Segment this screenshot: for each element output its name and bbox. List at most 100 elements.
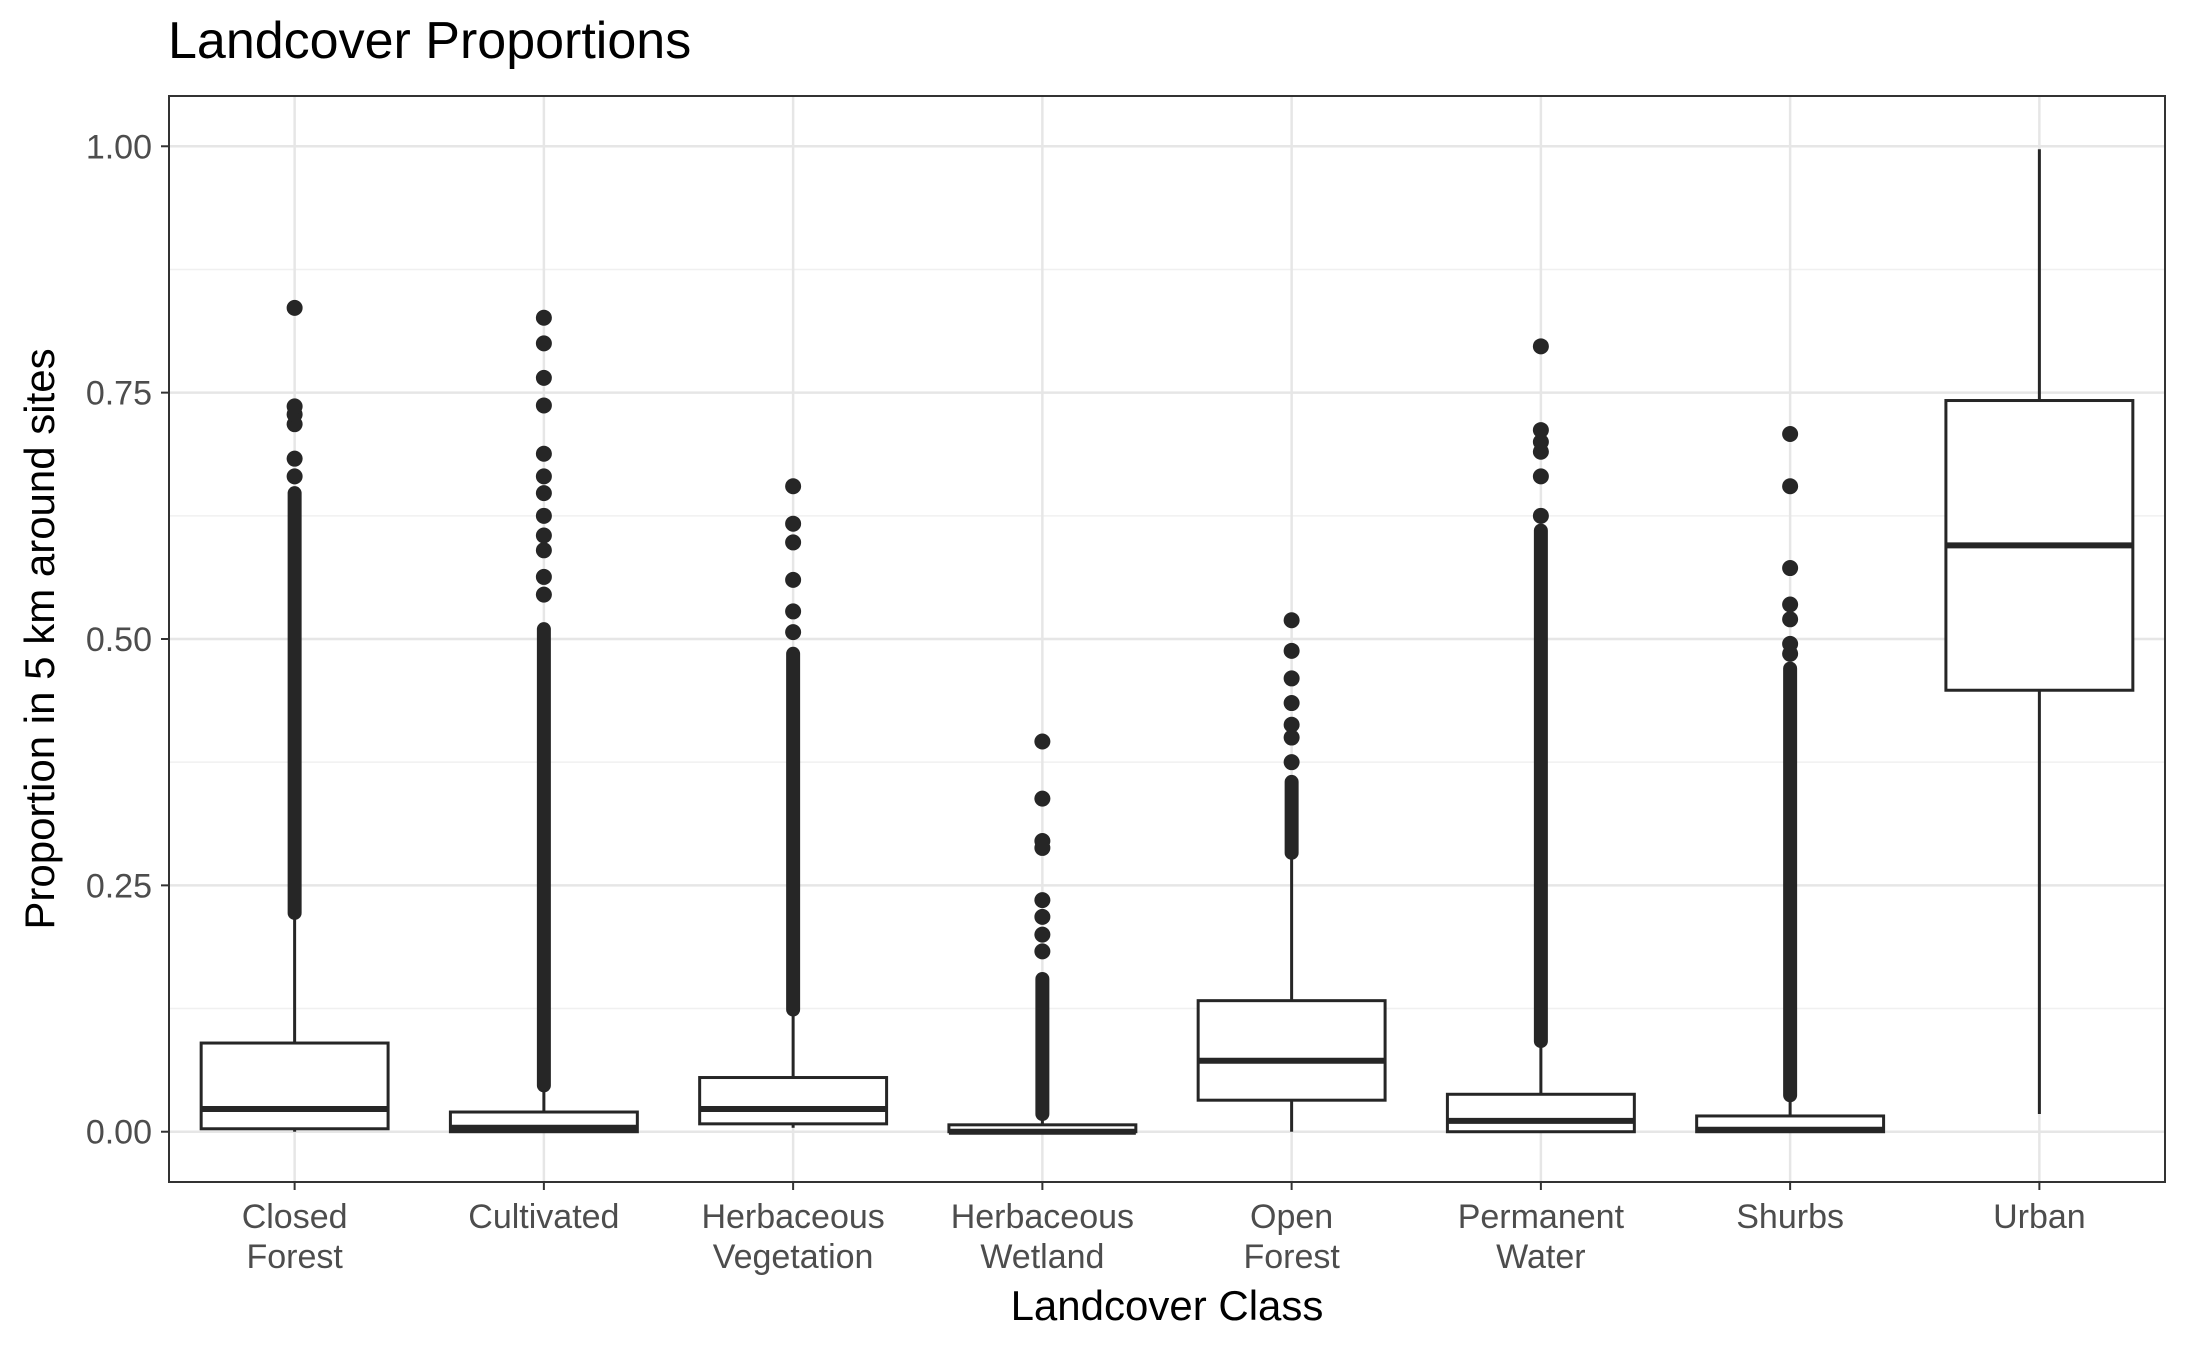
outlier-point — [1782, 635, 1799, 652]
outlier-point — [535, 309, 552, 326]
box-group — [1196, 612, 1387, 1132]
outlier-point — [785, 478, 802, 495]
outlier-point — [785, 534, 802, 551]
outlier-point — [1782, 426, 1799, 443]
box-group — [1944, 149, 2135, 1114]
box-group — [1445, 338, 1636, 1134]
x-tick-label-line: Shurbs — [1736, 1198, 1844, 1236]
outlier-point — [1782, 560, 1799, 577]
x-tick-label-line: Cultivated — [468, 1198, 619, 1236]
x-tick-label-line: Forest — [246, 1238, 343, 1276]
outlier-point — [1283, 754, 1300, 771]
x-tick-label: Urban — [1993, 1198, 2086, 1236]
outlier-point — [535, 586, 552, 603]
y-tick-label: 0.00 — [86, 1114, 152, 1152]
outlier-point — [1283, 642, 1300, 659]
outlier-point — [535, 445, 552, 462]
outlier-point — [1283, 612, 1300, 629]
x-axis-title: Landcover Class — [1011, 1282, 1324, 1329]
x-tick-label: Open Forest — [1243, 1198, 1340, 1276]
x-tick-label-line: Permanent — [1458, 1198, 1625, 1236]
x-tick-label-line: Herbaceous — [951, 1198, 1134, 1236]
outlier-point — [535, 568, 552, 585]
outlier-point — [1782, 611, 1799, 628]
outlier-point — [286, 299, 303, 316]
outlier-point — [535, 542, 552, 559]
y-tick-label: 0.75 — [86, 375, 152, 413]
gridlines — [170, 97, 2164, 1181]
outlier-point — [1532, 433, 1549, 450]
x-tick-label: Permanent Water — [1458, 1198, 1625, 1276]
x-tick-label: Closed Forest — [242, 1198, 348, 1276]
y-tick-label: 0.50 — [86, 621, 152, 659]
boxes-layer — [199, 149, 2135, 1135]
outlier-cluster — [1783, 661, 1798, 1103]
outlier-point — [785, 624, 802, 641]
outlier-point — [1283, 695, 1300, 712]
outlier-point — [1532, 338, 1549, 355]
y-axis: 0.00 0.25 0.50 0.75 1.00 — [86, 128, 170, 1152]
outlier-point — [785, 603, 802, 620]
outlier-cluster — [1284, 774, 1299, 860]
x-tick-label: Cultivated — [468, 1198, 619, 1236]
x-tick-label-line: Herbaceous — [701, 1198, 884, 1236]
x-tick-label-line: Forest — [1243, 1238, 1340, 1276]
outlier-point — [1532, 507, 1549, 524]
outlier-cluster — [786, 646, 801, 1017]
iqr-box — [698, 1076, 889, 1126]
outlier-point — [1283, 670, 1300, 687]
outlier-cluster — [1533, 523, 1548, 1049]
y-tick-label: 1.00 — [86, 128, 152, 166]
iqr-box — [1196, 999, 1387, 1102]
iqr-box — [199, 1041, 390, 1131]
iqr-box — [1445, 1092, 1636, 1134]
outlier-point — [535, 335, 552, 352]
outlier-point — [535, 485, 552, 502]
outlier-point — [535, 369, 552, 386]
outlier-point — [1782, 478, 1799, 495]
outlier-point — [1532, 422, 1549, 439]
outlier-point — [1532, 468, 1549, 485]
x-tick-label: Herbaceous Vegetation — [701, 1198, 884, 1276]
x-tick-label-line: Closed — [242, 1198, 348, 1236]
outlier-point — [1034, 892, 1051, 909]
outlier-point — [1034, 733, 1051, 750]
outlier-point — [535, 507, 552, 524]
outlier-point — [286, 450, 303, 467]
outlier-cluster — [536, 622, 551, 1093]
x-tick-label: Herbaceous Wetland — [951, 1198, 1134, 1276]
outlier-point — [785, 571, 802, 588]
outlier-point — [1283, 716, 1300, 733]
box-group — [199, 299, 390, 1132]
outlier-point — [1782, 596, 1799, 613]
x-tick-label-line: Vegetation — [713, 1238, 874, 1276]
y-axis-title: Proportion in 5 km around sites — [16, 348, 63, 929]
box-group — [698, 478, 889, 1128]
outlier-point — [1034, 833, 1051, 850]
box-group — [1695, 426, 1886, 1134]
outlier-point — [1283, 729, 1300, 746]
outlier-point — [1034, 926, 1051, 943]
x-tick-label-line: Water — [1496, 1238, 1585, 1276]
y-tick-label: 0.25 — [86, 867, 152, 905]
x-tick-label: Shurbs — [1736, 1198, 1844, 1236]
x-tick-label-line: Urban — [1993, 1198, 2086, 1236]
outlier-point — [1034, 790, 1051, 807]
outlier-cluster — [287, 486, 302, 920]
outlier-point — [286, 398, 303, 415]
x-tick-label-line: Wetland — [980, 1238, 1104, 1276]
box-group — [448, 309, 639, 1134]
chart-title: Landcover Proportions — [168, 12, 691, 70]
box-group — [947, 733, 1138, 1135]
outlier-point — [1034, 943, 1051, 960]
outlier-point — [535, 468, 552, 485]
outlier-point — [535, 397, 552, 414]
outlier-point — [286, 468, 303, 485]
outlier-point — [535, 527, 552, 544]
x-tick-label-line: Open — [1250, 1198, 1333, 1236]
outlier-point — [785, 515, 802, 532]
outlier-point — [1034, 908, 1051, 925]
